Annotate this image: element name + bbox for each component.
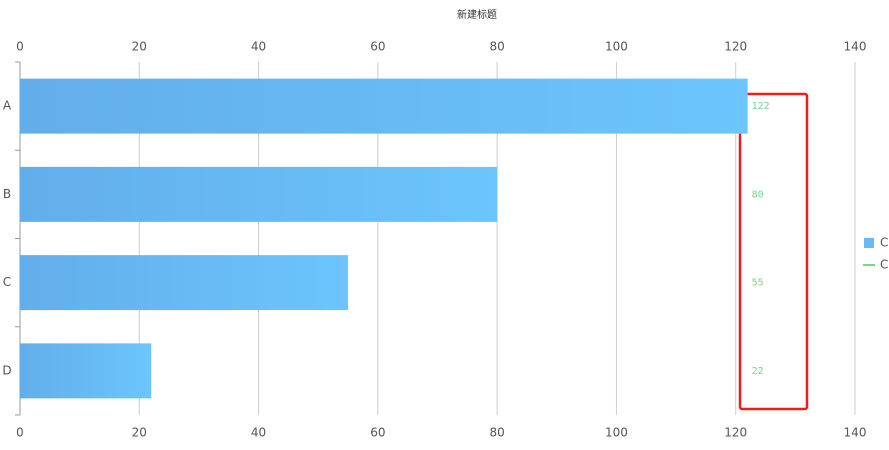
bar <box>20 343 152 399</box>
x-tick-label-top: 100 <box>605 40 628 54</box>
y-tick-label: D <box>2 363 11 377</box>
bar <box>20 255 349 311</box>
value-label: 22 <box>752 366 764 377</box>
x-tick-label-top: 20 <box>132 40 147 54</box>
highlight-box <box>738 92 809 411</box>
x-tick-label-bottom: 80 <box>490 426 505 440</box>
legend-swatch <box>864 238 874 248</box>
x-tick-label-bottom: 20 <box>132 426 147 440</box>
y-tick-label: A <box>3 99 12 113</box>
x-tick-label-top: 80 <box>490 40 505 54</box>
x-tick-label-bottom: 100 <box>605 426 628 440</box>
x-tick-label-bottom: 120 <box>724 426 747 440</box>
y-tick-label: C <box>3 275 11 289</box>
x-tick-label-top: 40 <box>251 40 266 54</box>
legend-label: C <box>880 236 888 250</box>
value-label: 122 <box>752 101 770 112</box>
legend-label: C <box>880 258 888 272</box>
x-tick-label-top: 0 <box>16 40 24 54</box>
value-label: 55 <box>752 278 764 289</box>
bar <box>20 78 748 134</box>
x-tick-label-bottom: 140 <box>844 426 867 440</box>
x-tick-label-top: 60 <box>370 40 385 54</box>
x-tick-label-bottom: 60 <box>370 426 385 440</box>
x-tick-label-bottom: 0 <box>16 426 24 440</box>
x-tick-label-top: 120 <box>724 40 747 54</box>
value-label: 80 <box>752 189 764 200</box>
y-tick-label: B <box>3 187 11 201</box>
x-tick-label-bottom: 40 <box>251 426 266 440</box>
x-tick-label-top: 140 <box>844 40 867 54</box>
chart-title: 新建标题 <box>457 8 497 21</box>
bar <box>20 166 498 222</box>
